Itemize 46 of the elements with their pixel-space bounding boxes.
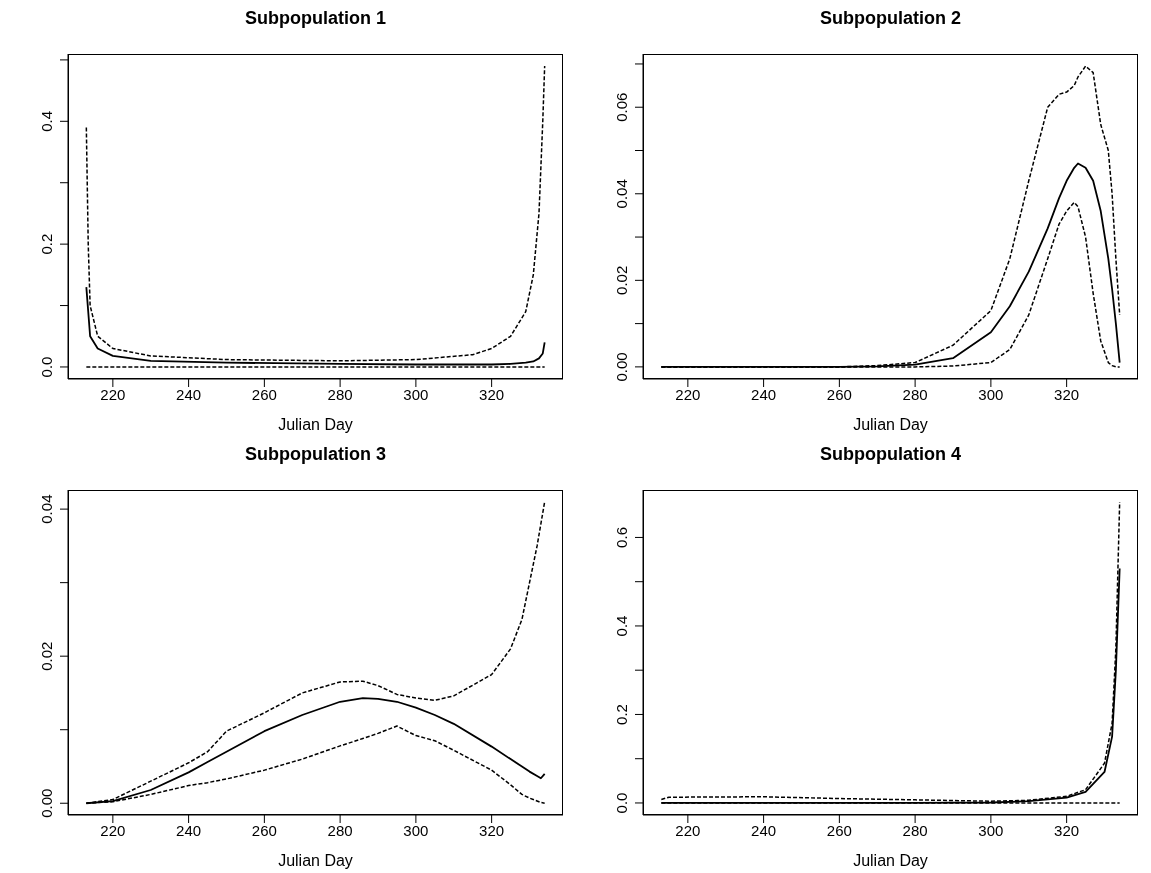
x-tick-label: 300	[978, 821, 1004, 839]
y-tick-label: 0.2	[613, 704, 630, 725]
y-tick-label: 0.02	[38, 641, 55, 671]
x-tick-label: 320	[1054, 385, 1080, 403]
y-tick-label: 0.00	[613, 352, 630, 382]
x-axis-title: Julian Day	[852, 852, 929, 870]
x-tick-label: 220	[675, 385, 701, 403]
y-tick-label: 0.0	[38, 356, 55, 378]
x-tick-label: 240	[751, 385, 777, 403]
y-tick-label: 0.06	[613, 92, 630, 122]
x-tick-label: 300	[403, 385, 429, 403]
x-axis-title: Julian Day	[277, 416, 354, 434]
y-tick-label: 0.00	[38, 788, 55, 818]
x-tick-label: 260	[251, 821, 277, 839]
x-tick-label: 240	[751, 821, 777, 839]
x-axis-title: Julian Day	[852, 416, 929, 434]
x-tick-label: 260	[251, 385, 277, 403]
x-tick-label: 240	[176, 385, 202, 403]
x-tick-label: 320	[479, 821, 505, 839]
x-tick-label: 260	[826, 821, 852, 839]
x-tick-label: 280	[902, 385, 928, 403]
x-tick-label: 320	[479, 385, 505, 403]
x-tick-label: 220	[100, 821, 126, 839]
x-axis-title: Julian Day	[277, 852, 354, 870]
y-tick-label: 0.04	[613, 179, 630, 209]
x-tick-label: 260	[826, 385, 852, 403]
x-tick-label: 280	[327, 821, 353, 839]
y-tick-label: 0.4	[38, 110, 55, 132]
y-tick-label: 0.02	[613, 265, 630, 295]
chart-title: Subpopulation 2	[819, 8, 962, 30]
x-tick-label: 300	[978, 385, 1004, 403]
chart-title: Subpopulation 4	[819, 444, 962, 466]
x-tick-label: 280	[327, 385, 353, 403]
y-tick-label: 0.4	[613, 615, 630, 637]
chart-title: Subpopulation 1	[244, 8, 387, 30]
y-tick-label: 0.0	[613, 792, 630, 814]
x-tick-label: 220	[675, 821, 701, 839]
chart-title: Subpopulation 3	[244, 444, 387, 466]
x-tick-label: 220	[100, 385, 126, 403]
y-tick-label: 0.04	[38, 494, 55, 524]
y-tick-label: 0.2	[38, 233, 55, 255]
x-tick-label: 320	[1054, 821, 1080, 839]
x-tick-label: 280	[902, 821, 928, 839]
y-tick-label: 0.6	[613, 527, 630, 548]
x-tick-label: 240	[176, 821, 202, 839]
x-tick-label: 300	[403, 821, 429, 839]
